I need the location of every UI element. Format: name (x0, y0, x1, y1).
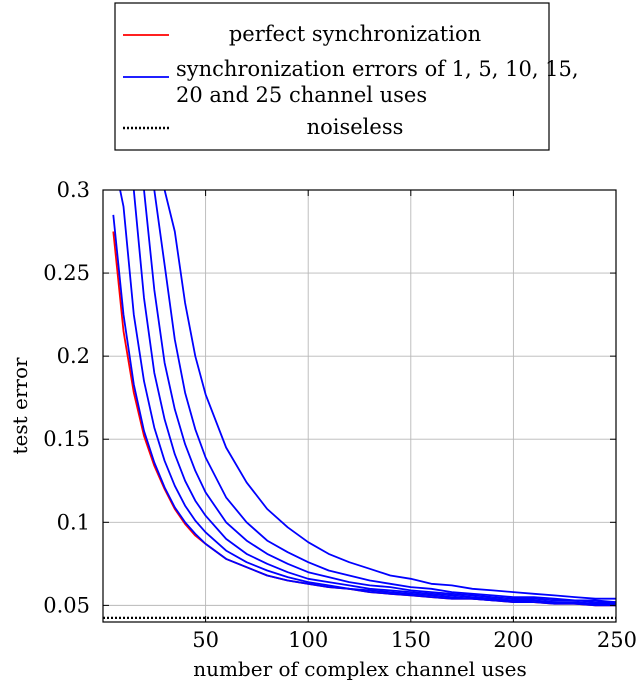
x-tick-label-0: 50 (192, 628, 219, 652)
legend-label-2-0: noiseless (307, 115, 404, 139)
y-tick-label-0: 0.05 (43, 593, 90, 617)
y-axis-label: test error (8, 357, 32, 455)
tick-labels: 50 100 150 200 250 0.05 0.1 0.15 0.2 0.25 0.3 (43, 178, 637, 652)
plot-border (102, 189, 617, 623)
series-layer (103, 190, 616, 619)
x-axis-label: number of complex channel uses (193, 657, 527, 681)
series-line-4 (143, 190, 616, 603)
legend-label-1-0: synchronization errors of 1, 5, 10, 15, (176, 57, 579, 81)
series-line-5 (153, 190, 616, 603)
y-tick-label-2: 0.15 (43, 427, 90, 451)
legend-label-1-1: 20 and 25 channel uses (176, 83, 427, 107)
legend-box (114, 2, 550, 151)
y-tick-label-3: 0.2 (57, 344, 90, 368)
y-tick-label-1: 0.1 (57, 510, 90, 534)
series-line-3 (132, 190, 616, 605)
legend-label-0-0: perfect synchronization (229, 22, 481, 46)
x-tick-label-4: 250 (597, 628, 637, 652)
y-tick-label-5: 0.3 (57, 178, 90, 202)
series-line-2 (119, 190, 616, 607)
series-line-0 (112, 231, 616, 607)
x-tick-label-3: 200 (493, 628, 533, 652)
grid (103, 189, 617, 622)
legend: perfect synchronization synchronization e… (114, 2, 579, 151)
series-line-1 (112, 214, 616, 607)
y-tick-label-4: 0.25 (43, 261, 90, 285)
x-tick-label-2: 150 (391, 628, 431, 652)
plot-frame (102, 189, 617, 623)
x-tick-label-1: 100 (288, 628, 328, 652)
series-line-6 (163, 190, 616, 600)
